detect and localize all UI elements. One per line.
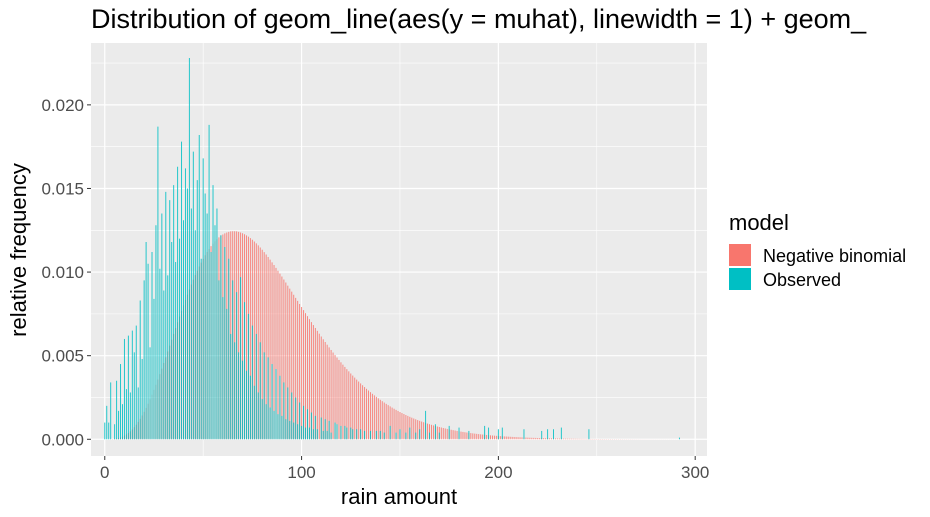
- legend-title: model: [729, 210, 789, 235]
- y-tick-label: 0.015: [41, 179, 84, 198]
- legend: model Negative binomial Observed: [729, 210, 906, 290]
- y-tick-label: 0.000: [41, 430, 84, 449]
- observed-bars: [104, 58, 680, 440]
- legend-swatch-negative-binomial: [729, 244, 751, 266]
- y-tick-label: 0.020: [41, 96, 84, 115]
- x-axis-title: rain amount: [341, 484, 457, 509]
- y-tick-label: 0.010: [41, 263, 84, 282]
- y-axis-title: relative frequency: [6, 163, 31, 337]
- y-axis-ticks: 0.000 0.005 0.010 0.015 0.020: [41, 96, 91, 449]
- x-tick-label: 0: [100, 463, 109, 482]
- legend-swatch-observed: [729, 268, 751, 290]
- x-tick-label: 300: [681, 463, 709, 482]
- chart-title: Distribution of geom_line(aes(y = muhat)…: [91, 4, 867, 34]
- x-tick-label: 200: [484, 463, 512, 482]
- y-tick-label: 0.005: [41, 347, 84, 366]
- legend-label-negative-binomial: Negative binomial: [763, 246, 906, 266]
- x-axis-ticks: 0 100 200 300: [100, 456, 709, 482]
- legend-label-observed: Observed: [763, 270, 841, 290]
- x-tick-label: 100: [287, 463, 315, 482]
